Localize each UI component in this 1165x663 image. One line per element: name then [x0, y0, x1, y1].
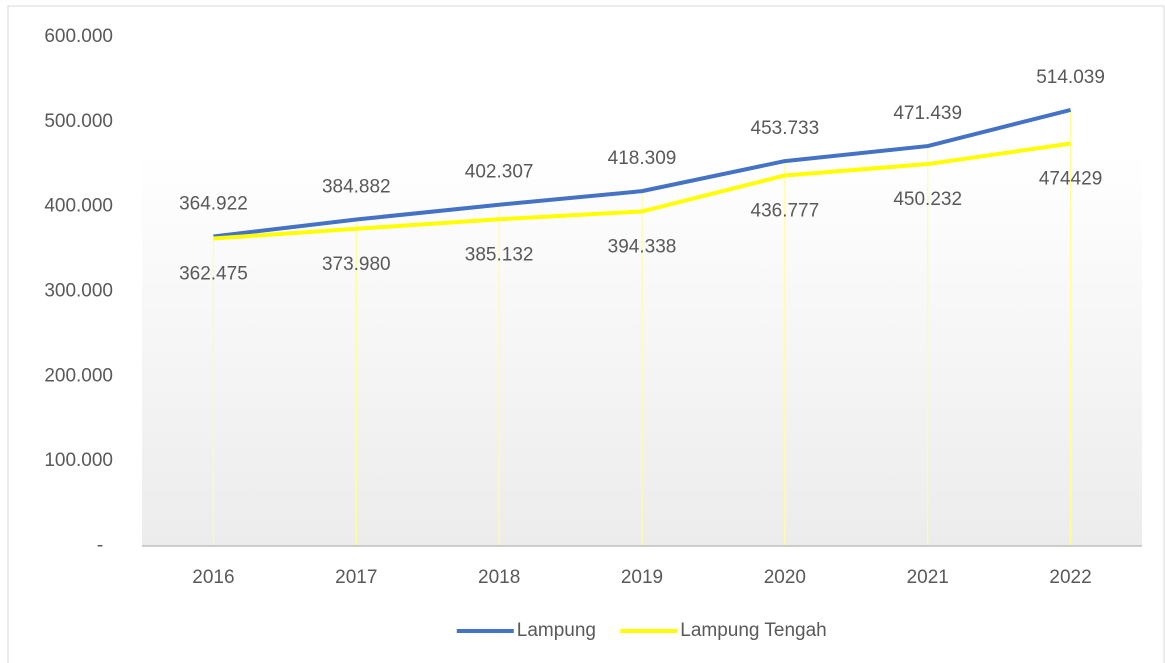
data-label: 394.338	[608, 236, 677, 257]
legend-label: Lampung	[517, 620, 596, 641]
x-tick-label: 2017	[335, 567, 377, 588]
data-label: 453.733	[751, 118, 820, 139]
data-label: 402.307	[465, 162, 534, 183]
data-label: 385.132	[465, 244, 534, 265]
data-label: 450.232	[893, 189, 962, 210]
y-tick-label: 100.000	[44, 450, 113, 471]
y-tick-label: 600.000	[44, 26, 113, 47]
x-tick-label: 2022	[1049, 567, 1091, 588]
x-tick-label: 2018	[478, 567, 520, 588]
data-label: 436.777	[751, 200, 820, 221]
y-tick-label: 300.000	[44, 281, 113, 302]
y-tick-label: 500.000	[44, 111, 113, 132]
data-label: 364.922	[179, 193, 248, 214]
data-label: 384.882	[322, 177, 391, 198]
y-tick-label: 400.000	[44, 196, 113, 217]
x-tick-label: 2016	[192, 567, 234, 588]
data-label: 373.980	[322, 254, 391, 275]
y-tick-label: 200.000	[44, 365, 113, 386]
x-tick-label: 2019	[621, 567, 663, 588]
data-label: 474429	[1039, 169, 1102, 190]
x-tick-label: 2021	[907, 567, 949, 588]
chart-border	[7, 5, 1165, 663]
data-label: 418.309	[608, 148, 677, 169]
series-line	[213, 107, 1072, 239]
data-label: 471.439	[893, 103, 962, 124]
data-label: 514.039	[1036, 67, 1105, 88]
data-label: 362.475	[179, 264, 248, 285]
series-line	[213, 141, 1071, 241]
y-tick-label: -	[97, 535, 103, 556]
x-tick-label: 2020	[764, 567, 806, 588]
legend-label: Lampung Tengah	[680, 620, 827, 641]
